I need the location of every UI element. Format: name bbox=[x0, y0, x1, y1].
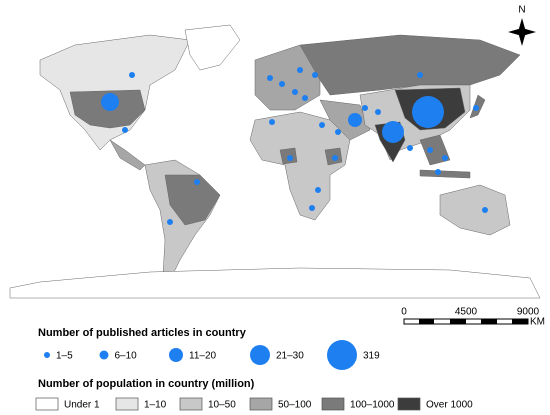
dot bbox=[382, 121, 404, 143]
dot bbox=[435, 169, 441, 175]
legend-swatch bbox=[179, 397, 203, 411]
dot bbox=[348, 113, 362, 127]
dot bbox=[129, 72, 135, 78]
brazil bbox=[164, 174, 221, 226]
legend-swatch bbox=[397, 397, 421, 411]
russia bbox=[299, 34, 521, 96]
legend-label: 6–10 bbox=[115, 351, 138, 362]
articles-legend: 1–5 6–10 11–20 21–30 319 bbox=[44, 340, 380, 370]
legend-label: 319 bbox=[363, 351, 380, 362]
legend-swatch bbox=[321, 397, 345, 411]
central-america bbox=[109, 139, 146, 171]
africa bbox=[249, 111, 351, 221]
dot bbox=[482, 207, 488, 213]
scale-segment bbox=[450, 319, 466, 324]
dot bbox=[167, 219, 173, 225]
dot bbox=[287, 155, 293, 161]
legend-symbol bbox=[169, 348, 183, 362]
dot bbox=[312, 72, 318, 78]
dot bbox=[332, 155, 338, 161]
legend-swatch bbox=[249, 397, 273, 411]
dot bbox=[375, 109, 381, 115]
dot bbox=[309, 205, 315, 211]
dot bbox=[417, 72, 423, 78]
legend-swatch bbox=[35, 397, 59, 411]
legend-label: Over 1000 bbox=[426, 400, 473, 411]
scale-segment bbox=[419, 319, 434, 324]
legend-symbol bbox=[250, 345, 270, 365]
legend-label: 1–5 bbox=[56, 351, 73, 362]
legend-label: 50–100 bbox=[278, 400, 312, 411]
dot bbox=[473, 105, 479, 111]
dot bbox=[335, 129, 341, 135]
dot bbox=[319, 122, 325, 128]
dot bbox=[315, 187, 321, 193]
antarctica bbox=[9, 267, 541, 299]
dot bbox=[101, 93, 119, 111]
world-map bbox=[9, 24, 541, 299]
legend-label: 1–10 bbox=[144, 400, 167, 411]
scale-bar: 0 4500 9000 KM bbox=[401, 307, 545, 328]
dot bbox=[297, 67, 303, 73]
australia bbox=[439, 184, 511, 236]
legend-title: Number of published articles in country bbox=[38, 327, 247, 339]
legend-symbol bbox=[44, 352, 50, 358]
legend-symbol bbox=[327, 340, 357, 370]
scale-segment bbox=[512, 319, 528, 324]
indonesia bbox=[419, 169, 471, 179]
scale-label: 4500 bbox=[455, 307, 478, 318]
scale-label: 0 bbox=[401, 307, 407, 318]
dot bbox=[427, 147, 433, 153]
legend-label: 21–30 bbox=[276, 351, 304, 362]
dot bbox=[194, 179, 200, 185]
dot bbox=[269, 119, 275, 125]
legend-label: 10–50 bbox=[208, 400, 236, 411]
legend-label: 100–1000 bbox=[350, 400, 395, 411]
scale-label: 9000 bbox=[517, 307, 540, 318]
scale-segment bbox=[481, 319, 497, 324]
greenland bbox=[184, 24, 241, 71]
legend-swatch bbox=[115, 397, 139, 411]
compass-label: N bbox=[518, 5, 525, 16]
dot bbox=[362, 105, 368, 111]
dot bbox=[442, 155, 448, 161]
dot bbox=[292, 89, 298, 95]
dot bbox=[279, 81, 285, 87]
dot bbox=[407, 145, 413, 151]
article-dots bbox=[101, 67, 488, 225]
legend-label: Under 1 bbox=[64, 400, 100, 411]
dot bbox=[412, 96, 444, 128]
scale-unit: KM bbox=[530, 317, 545, 328]
compass-needle bbox=[508, 28, 536, 36]
dot bbox=[302, 95, 308, 101]
population-legend: Under 1 1–10 10–50 50–100 100–1000 Over 1000 bbox=[35, 397, 473, 411]
legend-symbol bbox=[99, 350, 109, 360]
dot bbox=[267, 75, 273, 81]
legend-title: Number of population in country (million… bbox=[38, 378, 255, 390]
middle-east bbox=[319, 99, 371, 141]
legend-label: 11–20 bbox=[189, 351, 217, 362]
compass: N bbox=[508, 5, 536, 46]
dot bbox=[122, 127, 128, 133]
